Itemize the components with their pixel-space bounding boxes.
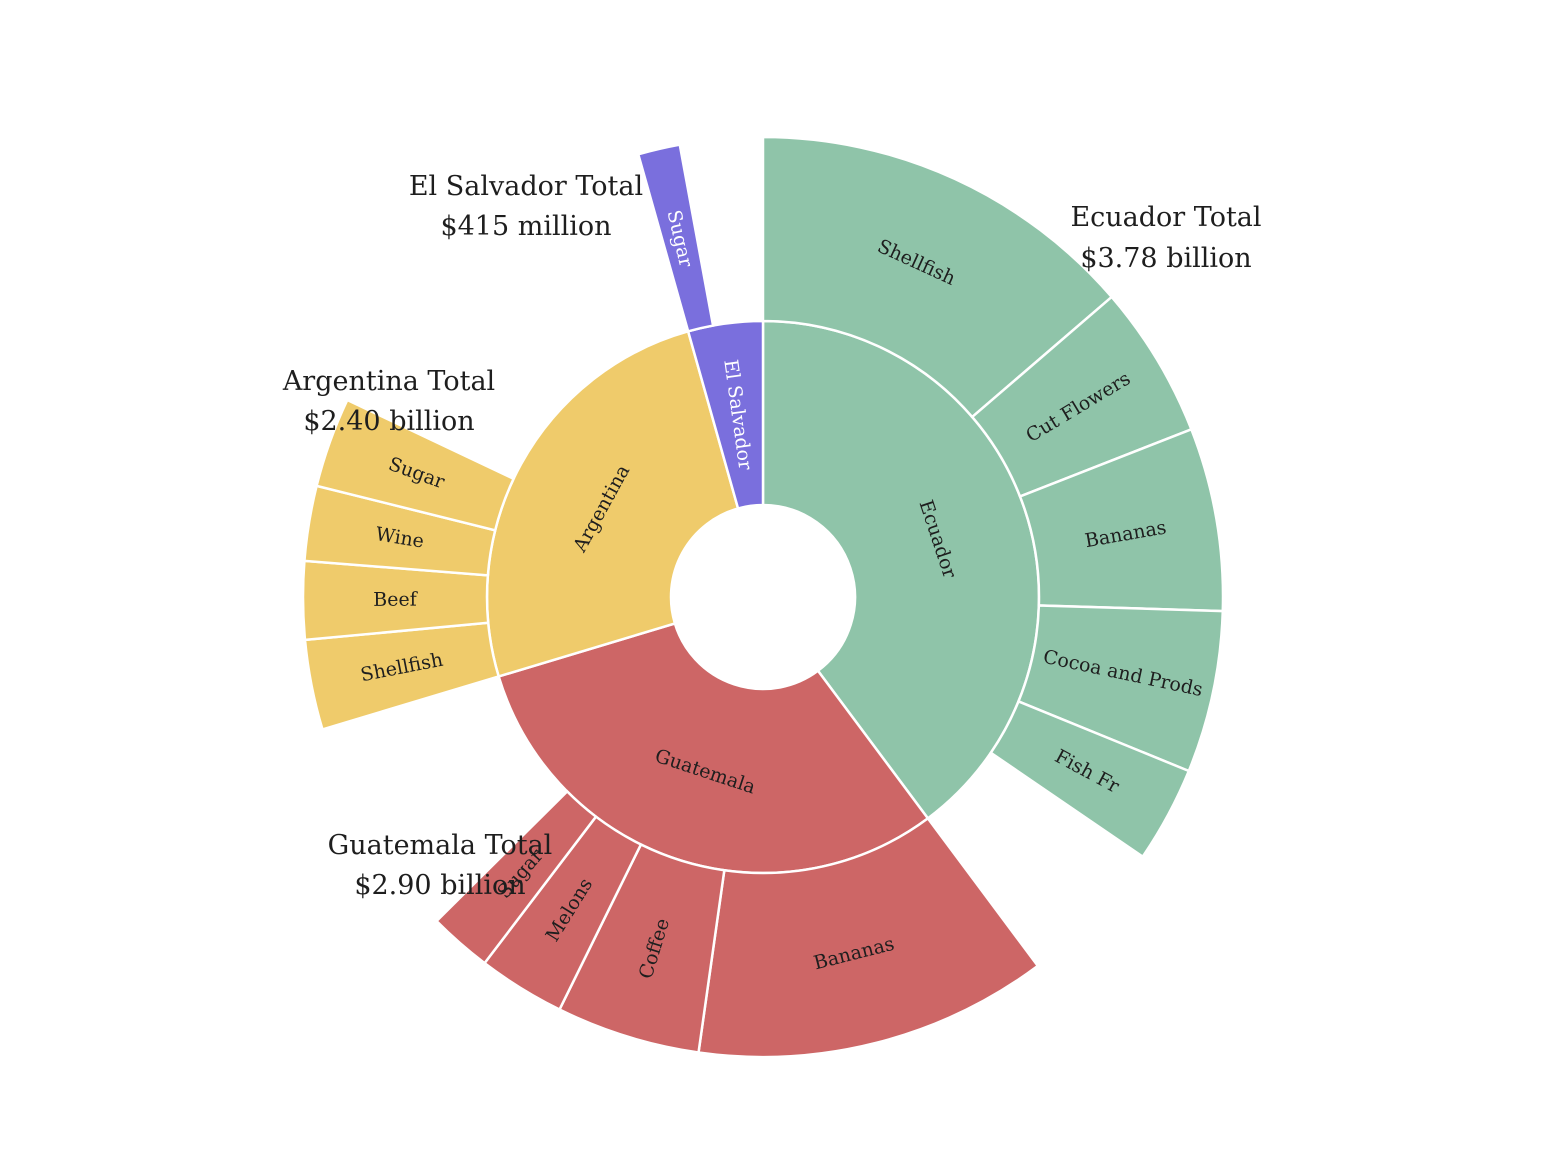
outer-label-argentina-beef: Beef xyxy=(373,589,419,611)
guatemala-total-label: Guatemala Total xyxy=(328,830,553,861)
guatemala-total-annotation: Guatemala Total $2.90 billion xyxy=(328,830,553,901)
guatemala-total-value: $2.90 billion xyxy=(354,870,525,901)
argentina-total-value: $2.40 billion xyxy=(303,406,474,437)
inner-ring xyxy=(485,319,1041,875)
argentina-total-annotation: Argentina Total $2.40 billion xyxy=(282,366,495,437)
outer-segment-argentina-sugar[interactable] xyxy=(315,398,516,532)
outer-segment-ecuador-shellfish[interactable] xyxy=(761,135,1114,419)
ecuador-total-value: $3.78 billion xyxy=(1080,243,1251,274)
ecuador-total-annotation: Ecuador Total $3.78 billion xyxy=(1070,202,1261,274)
outer-ring xyxy=(301,135,1225,1059)
ecuador-total-label: Ecuador Total xyxy=(1070,202,1261,233)
el-salvador-total-annotation: El Salvador Total $415 million xyxy=(409,171,643,242)
el-salvador-total-value: $415 million xyxy=(440,211,611,242)
argentina-total-label: Argentina Total xyxy=(282,366,495,397)
outer-segment-guatemala-bananas[interactable] xyxy=(697,816,1040,1059)
outer-segment-ecuador-fish-fr[interactable] xyxy=(989,699,1191,859)
el-salvador-total-label: El Salvador Total xyxy=(409,171,643,202)
outer-segment-guatemala-sugar[interactable] xyxy=(434,789,598,965)
outer-segment-el-salvador-sugar[interactable] xyxy=(636,143,715,333)
